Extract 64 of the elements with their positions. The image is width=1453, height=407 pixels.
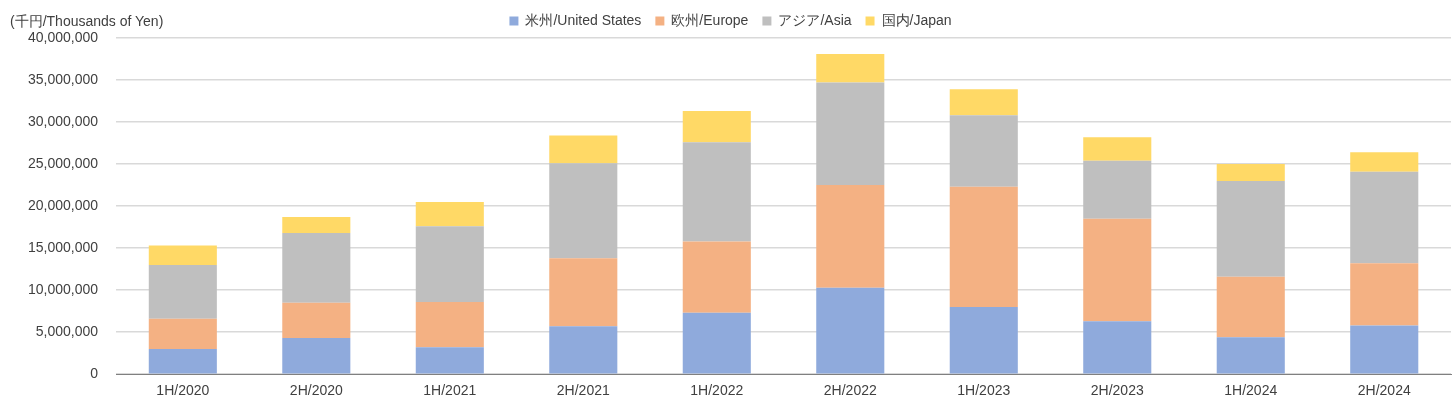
bar bbox=[682, 111, 751, 143]
bar bbox=[1216, 276, 1285, 338]
bar bbox=[282, 233, 351, 303]
bar bbox=[949, 115, 1018, 187]
bar bbox=[1083, 137, 1152, 161]
bar bbox=[682, 241, 751, 313]
x-tick-label: 1H/2022 bbox=[690, 382, 744, 399]
y-axis-title: (千円/Thousands of Yen) bbox=[10, 12, 164, 29]
bar bbox=[415, 347, 484, 374]
bar bbox=[148, 264, 217, 319]
bar bbox=[1350, 171, 1419, 264]
bar bbox=[415, 226, 484, 302]
x-tick-label: 1H/2020 bbox=[156, 382, 210, 399]
bar bbox=[816, 53, 885, 83]
y-tick-label: 30,000,000 bbox=[27, 112, 99, 129]
bar bbox=[282, 217, 351, 233]
legend-label: 欧州/Europe bbox=[671, 11, 749, 28]
bar bbox=[1350, 152, 1419, 172]
bar bbox=[1216, 164, 1285, 181]
y-tick-label: 25,000,000 bbox=[27, 154, 99, 171]
bar bbox=[1350, 263, 1419, 326]
x-tick-label: 1H/2021 bbox=[423, 382, 477, 399]
bar bbox=[682, 312, 751, 374]
bar bbox=[816, 185, 885, 288]
x-tick-label: 1H/2023 bbox=[957, 382, 1011, 399]
legend-label: 国内/Japan bbox=[881, 11, 952, 28]
bar bbox=[949, 89, 1018, 116]
x-tick-label: 2H/2021 bbox=[556, 382, 610, 399]
x-tick-label: 2H/2022 bbox=[823, 382, 877, 399]
bar bbox=[549, 135, 618, 164]
bar bbox=[282, 338, 351, 374]
bar bbox=[949, 306, 1018, 374]
y-tick-label: 35,000,000 bbox=[27, 70, 99, 87]
bar bbox=[682, 142, 751, 242]
y-tick-label: 20,000,000 bbox=[27, 196, 99, 213]
x-tick-label: 2H/2023 bbox=[1090, 382, 1144, 399]
bar bbox=[816, 287, 885, 374]
bar bbox=[1083, 218, 1152, 322]
bar bbox=[415, 301, 484, 348]
bar bbox=[549, 163, 618, 259]
bar bbox=[1350, 325, 1419, 374]
y-tick-label: 5,000,000 bbox=[35, 323, 99, 340]
bar bbox=[549, 326, 618, 374]
bar bbox=[415, 201, 484, 227]
y-tick-label: 15,000,000 bbox=[27, 238, 99, 255]
bar bbox=[949, 186, 1018, 307]
legend-label: アジア/Asia bbox=[778, 11, 852, 28]
bar bbox=[1083, 160, 1152, 219]
x-tick-label: 2H/2024 bbox=[1357, 382, 1411, 399]
y-tick-label: 40,000,000 bbox=[27, 28, 99, 45]
bar bbox=[1216, 337, 1285, 374]
bar bbox=[148, 318, 217, 349]
x-tick-label: 1H/2024 bbox=[1224, 382, 1278, 399]
x-tick-label: 2H/2020 bbox=[289, 382, 343, 399]
bar bbox=[1216, 180, 1285, 277]
y-tick-label: 0 bbox=[90, 365, 99, 382]
bar bbox=[148, 245, 217, 265]
legend-label: 米州/United States bbox=[525, 11, 642, 28]
bar bbox=[816, 82, 885, 186]
bar bbox=[1083, 321, 1152, 374]
y-tick-label: 10,000,000 bbox=[27, 281, 99, 298]
bar bbox=[282, 302, 351, 339]
bar bbox=[549, 258, 618, 327]
bar bbox=[148, 348, 217, 374]
